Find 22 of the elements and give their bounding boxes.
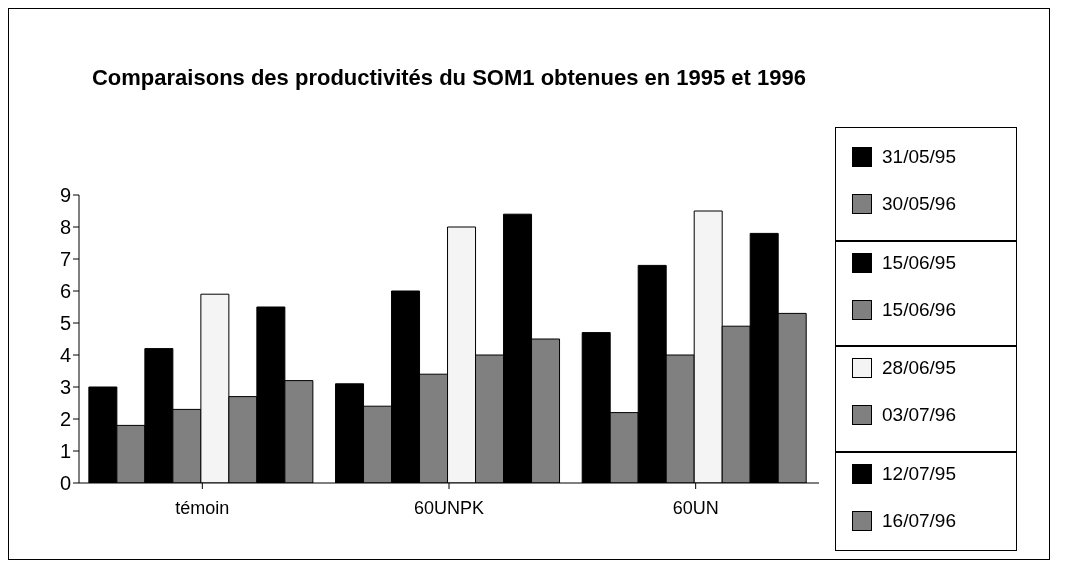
y-tick-label: 7 <box>59 248 71 271</box>
legend-label: 16/07/96 <box>882 509 956 532</box>
y-tick-label: 4 <box>59 344 71 367</box>
y-tick-label: 3 <box>59 376 71 399</box>
y-tick-label: 9 <box>59 184 71 207</box>
x-tick-label: 60UN <box>672 497 719 518</box>
legend-label: 31/05/95 <box>882 146 956 169</box>
y-tick-label: 6 <box>59 280 71 303</box>
y-tick-label: 0 <box>59 472 71 495</box>
legend-label: 30/05/96 <box>882 193 956 216</box>
y-tick-label: 1 <box>59 440 71 463</box>
x-tick-label: 60UNPK <box>413 497 485 518</box>
legend-label: 15/06/96 <box>882 298 956 321</box>
legend-label: 12/07/95 <box>882 462 956 485</box>
y-tick-label: 2 <box>59 408 71 431</box>
legend-label: 15/06/95 <box>882 251 956 274</box>
chart-title: Comparaisons des productivités du SOM1 obtenues en 1995 et 1996 <box>91 64 807 92</box>
y-tick-label: 8 <box>59 216 71 239</box>
legend-label: 28/06/95 <box>882 357 956 380</box>
legend-label: 03/07/96 <box>882 404 956 427</box>
y-tick-label: 5 <box>59 312 71 335</box>
x-tick-label: témoin <box>175 497 230 518</box>
